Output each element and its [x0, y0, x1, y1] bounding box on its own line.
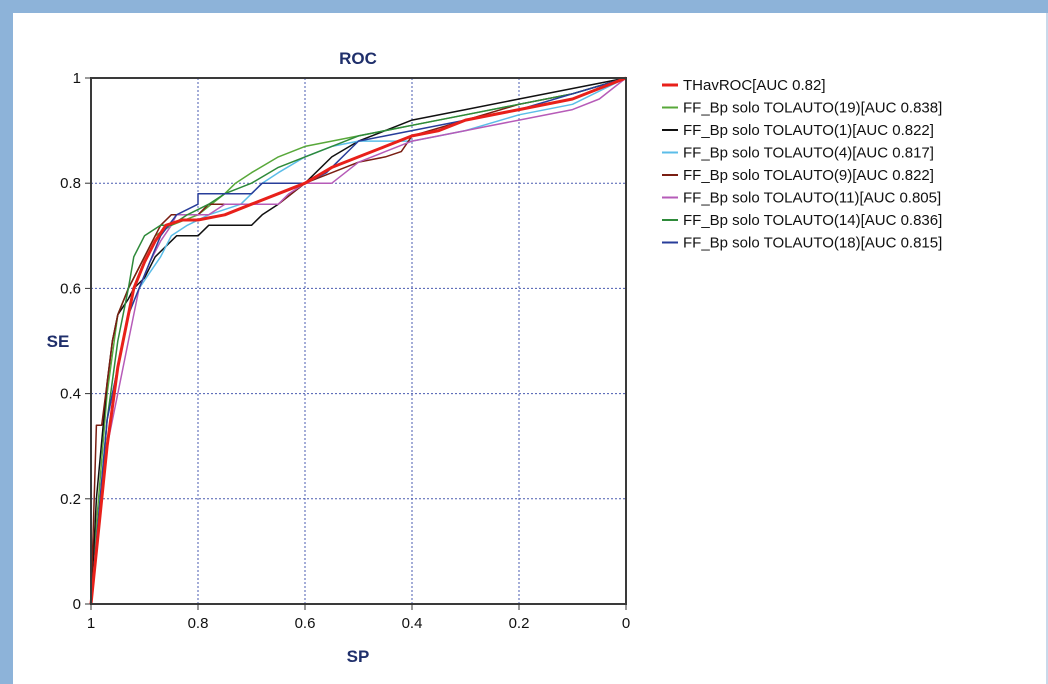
- legend-label: FF_Bp solo TOLAUTO(14)[AUC 0.836]: [683, 212, 942, 229]
- legend-label: FF_Bp solo TOLAUTO(4)[AUC 0.817]: [683, 145, 934, 162]
- x-axis-ticks: 1 0.8 0.6 0.4 0.2 0: [87, 604, 630, 632]
- window-frame-top: [0, 0, 1048, 13]
- window-frame-left: [0, 0, 13, 684]
- plot-border: [90, 77, 627, 605]
- legend-label: FF_Bp solo TOLAUTO(19)[AUC 0.838]: [683, 100, 942, 117]
- y-tick-label: 0.2: [60, 491, 81, 508]
- window-frame-right: [1046, 13, 1048, 684]
- series-layer: [89, 76, 627, 605]
- y-tick-label: 0.4: [60, 386, 81, 403]
- legend-label: FF_Bp solo TOLAUTO(18)[AUC 0.815]: [683, 235, 942, 252]
- y-tick-label: 0.6: [60, 280, 81, 297]
- x-tick-label: 0.2: [509, 615, 530, 632]
- y-tick-label: 0.8: [60, 175, 81, 192]
- legend-label: THavROC[AUC 0.82]: [683, 77, 826, 94]
- x-axis-title: SP: [347, 647, 370, 666]
- chart-title: ROC: [339, 49, 377, 68]
- series-line-0: [89, 76, 627, 605]
- grid-lines: [91, 78, 626, 604]
- legend-label: FF_Bp solo TOLAUTO(1)[AUC 0.822]: [683, 122, 934, 139]
- plot-area: [91, 78, 626, 604]
- y-tick-label: 1: [73, 70, 81, 87]
- legend-label: FF_Bp solo TOLAUTO(9)[AUC 0.822]: [683, 167, 934, 184]
- x-tick-label: 0.6: [295, 615, 316, 632]
- y-axis-ticks: 0 0.2 0.4 0.6 0.8 1: [60, 70, 91, 613]
- x-tick-label: 0.8: [188, 615, 209, 632]
- x-tick-label: 0.4: [402, 615, 423, 632]
- y-axis-title: SE: [47, 332, 70, 351]
- legend-label: FF_Bp solo TOLAUTO(11)[AUC 0.805]: [683, 190, 941, 207]
- y-tick-label: 0: [73, 596, 81, 613]
- x-tick-label: 1: [87, 615, 95, 632]
- legend: THavROC[AUC 0.82] FF_Bp solo TOLAUTO(19)[…: [662, 77, 942, 252]
- x-tick-label: 0: [622, 615, 630, 632]
